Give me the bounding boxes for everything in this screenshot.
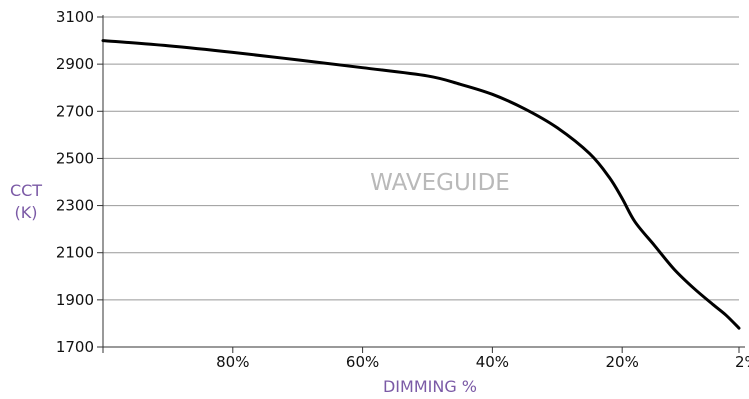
grid-lines [103,16,739,301]
y-tick-label-2700: 2700 [56,102,94,120]
x-tick-label-40%: 40% [476,353,509,371]
axes [97,15,745,353]
y-tick-label-2100: 2100 [56,244,94,262]
cct-curve [101,39,741,330]
watermark-text: WAVEGUIDE [370,170,510,196]
y-axis-label-line1: CCT [10,181,42,200]
y-tick-label-1700: 1700 [56,338,94,356]
y-tick-label-2500: 2500 [56,149,94,167]
y-axis-label-line2: (K) [15,203,38,222]
x-tick-label-2%: 2% [735,353,749,371]
y-tick-label-2900: 2900 [56,55,94,73]
y-tick-label-1900: 1900 [56,291,94,309]
x-tick-label-20%: 20% [606,353,639,371]
x-tick-labels: 80% 60% 40% 20% 2% [216,353,749,371]
x-tick-label-80%: 80% [216,353,249,371]
x-tick-label-60%: 60% [346,353,379,371]
x-axis-label: DIMMING % [383,377,477,396]
y-tick-labels: 3100 2900 2700 2500 2300 2100 1900 1700 [56,8,94,356]
y-tick-label-2300: 2300 [56,197,94,215]
y-tick-label-3100: 3100 [56,8,94,26]
